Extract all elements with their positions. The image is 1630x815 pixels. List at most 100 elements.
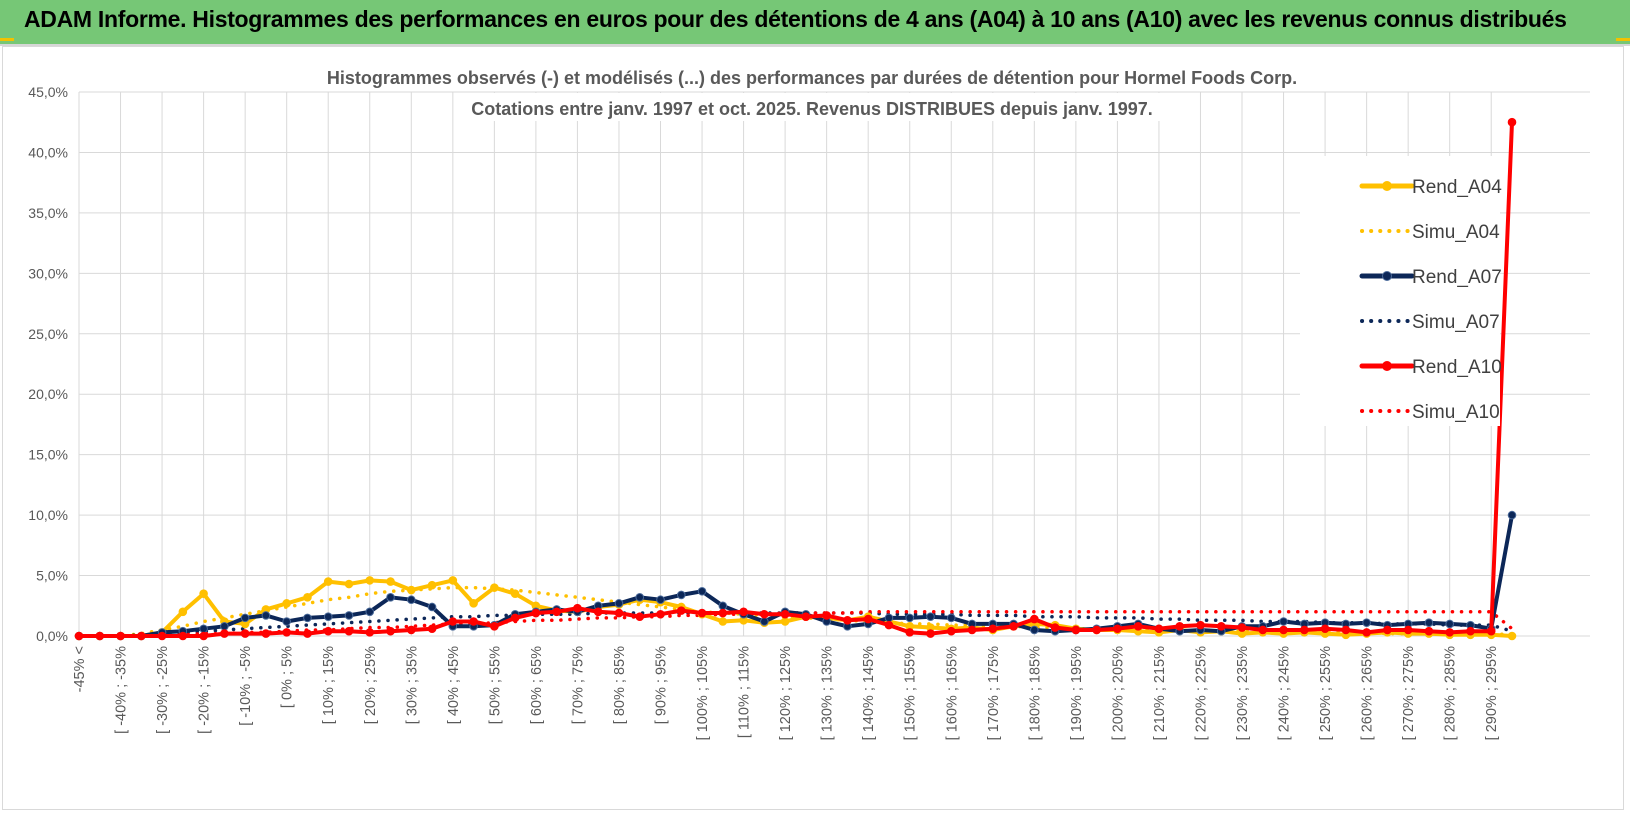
x-tick-label: [ -30% ; -25% (155, 646, 171, 734)
rend-a10-point (1362, 628, 1371, 637)
rend-a10-point (282, 628, 291, 637)
x-tick-label: [ 220% ; 225% (1193, 646, 1209, 740)
rend-a07-point (199, 624, 208, 634)
x-tick-label: [ -40% ; -35% (114, 646, 130, 734)
rend-a10-point (1113, 624, 1122, 634)
series-group (74, 117, 1517, 641)
rend-a04-point (718, 617, 728, 626)
rend-a04-point (448, 576, 458, 585)
rend-a07-point (676, 590, 686, 600)
x-tick-label: [ 110% ; 115% (737, 646, 753, 738)
rend-a07-point (427, 602, 437, 612)
rend-a10-point (406, 625, 416, 635)
rend-a10-point (1154, 624, 1164, 634)
legend-label: Simu_A04 (1412, 222, 1500, 243)
x-tick-label: [ 270% ; 275% (1401, 646, 1417, 740)
rend-a07-point (1445, 619, 1454, 629)
rend-a10-point (905, 628, 915, 637)
rend-a10-point (573, 603, 582, 613)
y-tick-label: 10,0% (28, 507, 68, 523)
rend-a07-point (323, 612, 333, 621)
rend-a10-point (1009, 622, 1018, 631)
rend-a04-point (1507, 631, 1517, 641)
rend-a04-point (780, 617, 790, 626)
legend-backdrop (1300, 156, 1500, 426)
rend-a10-point (448, 617, 458, 626)
rend-a04-point (323, 577, 333, 586)
rend-a07-point (1030, 625, 1039, 635)
rend-a10-point (635, 612, 645, 621)
legend: Rend_A04 Simu_A04 Rend_A07 Simu_A07 Rend_A10… (1300, 156, 1502, 426)
x-tick-label: [ 140% ; 145% (861, 646, 877, 740)
x-tick-label: [ 260% ; 265% (1360, 646, 1376, 740)
chart-subtitle: Cotations entre janv. 1997 et oct. 2025.… (471, 99, 1153, 119)
rend-a04-point (178, 607, 188, 617)
rend-a10-point (801, 612, 811, 621)
rend-a10-point (614, 608, 624, 618)
rend-a07-point (718, 601, 728, 611)
rend-a10-point (510, 613, 520, 623)
x-tick-label: -45% < (72, 646, 88, 692)
rend-a07-point (282, 617, 291, 626)
legend-marker (1382, 361, 1392, 371)
rend-a07-point (261, 611, 271, 620)
rend-a10-point (863, 614, 873, 624)
gridlines (78, 91, 1590, 637)
rend-a10-point (1445, 628, 1454, 637)
rend-a10-point (697, 608, 707, 618)
x-tick-label: [ 120% ; 125% (778, 646, 794, 740)
rend-a10-point (988, 624, 998, 634)
rend-a07-point (697, 586, 707, 596)
rend-a10-point (718, 608, 728, 618)
rend-a10-point (926, 629, 935, 638)
x-tick-label: [ 100% ; 105% (695, 646, 711, 740)
rend-a10-point (137, 631, 146, 641)
rend-a10-point (469, 617, 478, 626)
legend-marker (1382, 271, 1392, 281)
legend-label: Rend_A07 (1412, 267, 1502, 288)
legend-label: Rend_A04 (1412, 177, 1502, 198)
rend-a10-point (240, 629, 250, 638)
rend-a10-point (74, 631, 84, 641)
x-tick-label: [ 230% ; 235% (1235, 646, 1251, 740)
rend-a04-point (490, 583, 499, 592)
subtitle-backdrop (462, 93, 1162, 121)
rend-a10-point (386, 626, 395, 636)
legend-label: Simu_A10 (1412, 402, 1500, 423)
rend-a10-point (1258, 625, 1268, 635)
rend-a10-point (1424, 626, 1434, 636)
rend-a07-point (344, 611, 354, 620)
y-tick-label: 20,0% (28, 386, 68, 402)
legend-marker (1382, 181, 1392, 191)
rend-a07-point (905, 613, 915, 623)
y-tick-label: 25,0% (28, 326, 68, 342)
legend-label: Rend_A10 (1412, 357, 1502, 378)
rend-a10-point (593, 607, 603, 617)
header-title: ADAM Informe. Histogrammes des performan… (24, 6, 1567, 32)
chart-title: Histogrammes observés (-) et modélisés (… (327, 68, 1297, 88)
chart-frame (2, 46, 1624, 810)
rend-a04-point (469, 599, 478, 608)
rend-a07-point (884, 613, 894, 623)
y-tick-label: 5,0% (36, 568, 68, 584)
rend-a10-point (261, 629, 271, 638)
rend-a10-point (822, 611, 831, 620)
rend-a07-point (656, 595, 665, 605)
rend-a10-point (656, 609, 665, 619)
rend-a10-point (552, 607, 561, 617)
x-tick-label: [ 240% ; 245% (1277, 646, 1293, 740)
rend-a10-point (427, 624, 437, 634)
title-backdrop (312, 62, 1312, 90)
corner-mark-right (1616, 38, 1630, 41)
rend-a10-point (946, 626, 956, 636)
x-tick-label: [ 70% ; 75% (570, 646, 586, 724)
y-tick-label: 30,0% (28, 265, 68, 281)
x-tick-label: [ 210% ; 215% (1152, 646, 1168, 740)
rend-a10-point (760, 609, 769, 619)
x-tick-label: [ 280% ; 285% (1443, 646, 1459, 740)
x-tick-label: [ 0% ; 5% (280, 646, 296, 708)
corner-mark-left (0, 38, 14, 41)
rend-a07-point (240, 613, 250, 623)
x-tick-label: [ -10% ; -5% (238, 646, 254, 726)
